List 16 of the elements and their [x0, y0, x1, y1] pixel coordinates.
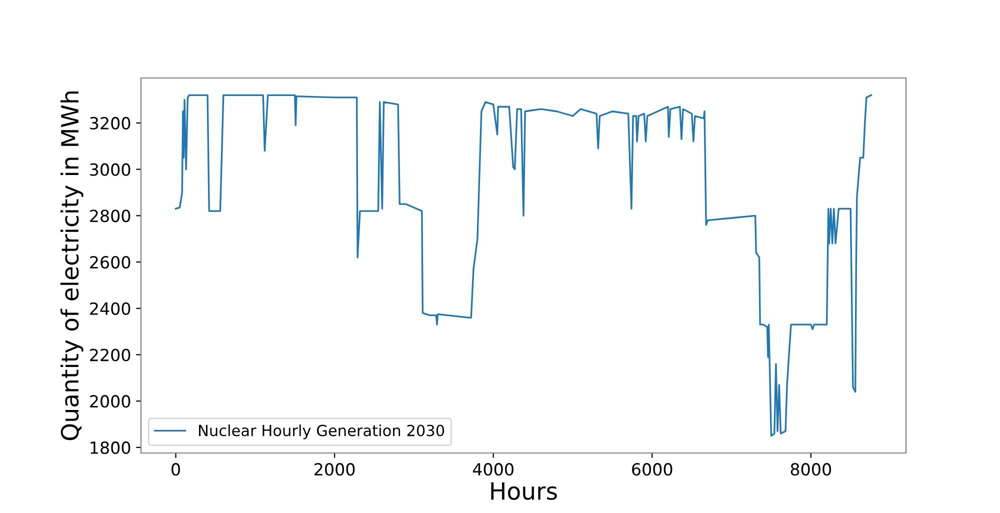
y-tick-label: 2600	[90, 256, 130, 269]
x-tick-label: 6000	[632, 463, 672, 476]
y-axis-title: Quantity of electricity in MWh	[60, 92, 84, 440]
y-tick-label: 3000	[90, 163, 130, 176]
y-tick-label: 2400	[90, 302, 130, 315]
x-tick-label: 4000	[472, 463, 514, 476]
y-tick-label: 1800	[90, 441, 130, 454]
y-tick-label: 2800	[90, 210, 130, 222]
legend-label: Nuclear Hourly Generation 2030	[199, 424, 444, 440]
y-tick-label: 2000	[90, 395, 130, 408]
x-axis-title: Hours	[491, 482, 557, 500]
x-tick-label: 2000	[314, 463, 355, 476]
x-tick-label: 8000	[790, 463, 831, 476]
x-tick-label: 0	[172, 463, 180, 476]
y-tick-label: 3200	[90, 116, 130, 130]
y-tick-label: 2200	[90, 348, 130, 362]
